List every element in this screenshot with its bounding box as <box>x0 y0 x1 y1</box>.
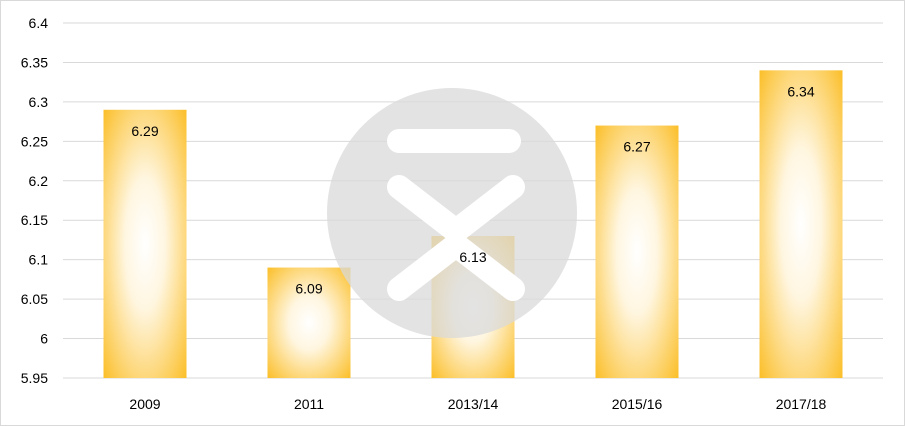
y-tick-label: 6.3 <box>29 94 49 110</box>
x-tick-label: 2013/14 <box>448 396 499 412</box>
x-tick-label: 2015/16 <box>612 396 663 412</box>
y-tick-label: 6.05 <box>21 291 48 307</box>
y-tick-label: 6.4 <box>29 15 49 31</box>
bar <box>595 125 679 378</box>
y-axis-tick-labels: 5.95 6 6.05 6.1 6.15 6.2 6.25 6.3 6.35 6.4 <box>21 15 48 386</box>
y-tick-label: 6.35 <box>21 54 48 70</box>
data-label: 6.29 <box>131 123 158 139</box>
data-label: 6.13 <box>459 249 486 265</box>
x-tick-label: 2011 <box>294 396 324 412</box>
bar <box>267 267 351 378</box>
y-tick-label: 6.2 <box>29 173 49 189</box>
data-label: 6.09 <box>295 281 322 297</box>
data-label: 6.27 <box>623 139 650 155</box>
x-tick-label: 2009 <box>129 396 160 412</box>
data-label: 6.34 <box>787 83 814 99</box>
data-labels: 6.29 6.09 6.13 6.27 6.34 <box>131 83 814 296</box>
bar <box>103 109 187 379</box>
watermark-icon <box>327 88 577 338</box>
y-tick-label: 6.25 <box>21 133 48 149</box>
y-tick-label: 6.1 <box>29 252 49 268</box>
y-tick-label: 6 <box>40 331 48 347</box>
y-tick-label: 5.95 <box>21 370 48 386</box>
x-tick-label: 2017/18 <box>776 396 827 412</box>
x-axis-tick-labels: 2009 2011 2013/14 2015/16 2017/18 <box>129 396 826 412</box>
y-tick-label: 6.15 <box>21 212 48 228</box>
bar <box>759 70 843 378</box>
